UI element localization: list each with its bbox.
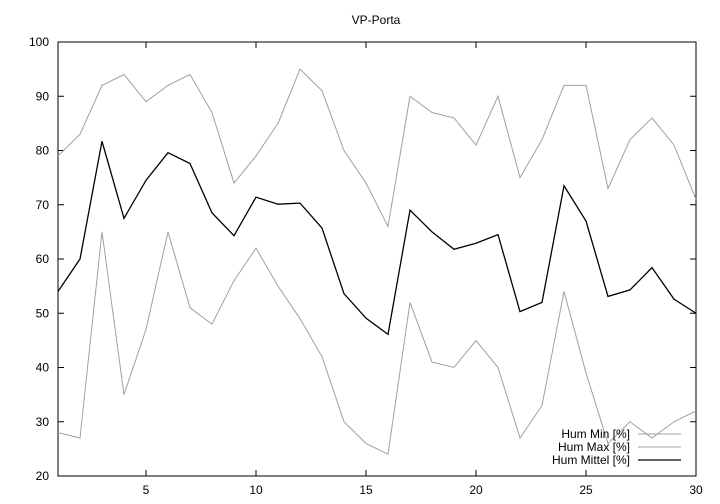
- legend-label-hum-max: Hum Max [%]: [558, 440, 630, 454]
- y-tick-label: 60: [36, 252, 50, 266]
- series-line-hum-mittel: [57, 141, 697, 336]
- legend-label-hum-mittel: Hum Mittel [%]: [552, 453, 630, 467]
- x-tick-label: 5: [143, 483, 150, 497]
- y-axis-ticks: 20 30 40 50 60 70 80 90 100: [29, 35, 696, 483]
- x-tick-label: 15: [359, 483, 373, 497]
- series-line-hum-min: [57, 231, 697, 456]
- y-tick-label: 20: [36, 469, 50, 483]
- x-tick-label: 20: [469, 483, 483, 497]
- y-tick-label: 80: [36, 144, 50, 158]
- legend-label-hum-min: Hum Min [%]: [561, 427, 630, 441]
- y-tick-label: 50: [36, 306, 50, 320]
- y-tick-label: 40: [36, 361, 50, 375]
- series-line-hum-max: [57, 68, 697, 229]
- x-tick-label: 30: [689, 483, 703, 497]
- y-tick-label: 30: [36, 415, 50, 429]
- y-tick-label: 90: [36, 89, 50, 103]
- series-layer: [57, 68, 697, 456]
- y-tick-label: 70: [36, 198, 50, 212]
- chart-title: VP-Porta: [352, 13, 401, 27]
- x-axis-ticks: 5 10 15 20 25 30: [143, 42, 703, 497]
- x-tick-label: 10: [249, 483, 263, 497]
- legend: Hum Min [%]Hum Max [%]Hum Mittel [%]: [552, 427, 681, 467]
- y-tick-label: 100: [29, 35, 49, 49]
- x-tick-label: 25: [579, 483, 593, 497]
